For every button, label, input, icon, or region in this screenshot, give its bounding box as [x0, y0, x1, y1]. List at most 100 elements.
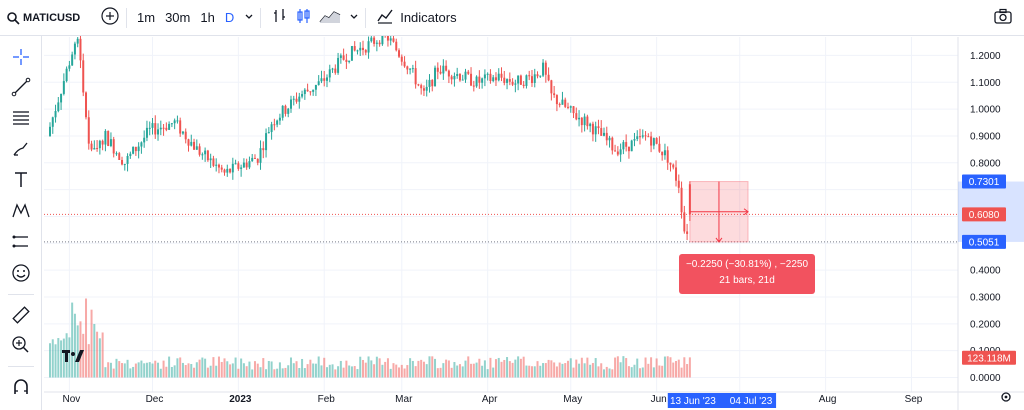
candle-body: [168, 123, 171, 130]
candle-body: [630, 140, 633, 152]
candle-body: [62, 81, 65, 94]
volume-bar: [641, 367, 644, 378]
candle-body: [500, 73, 503, 78]
fib-tool[interactable]: [8, 107, 34, 133]
volume-bar: [675, 360, 678, 378]
volume-bar: [359, 356, 362, 378]
candle-body: [553, 93, 556, 96]
interval-d[interactable]: D: [225, 0, 234, 36]
compare-button[interactable]: [100, 0, 120, 36]
candle-body: [145, 127, 148, 138]
search-icon: [6, 11, 20, 25]
volume-bar: [375, 356, 378, 378]
candle-body: [71, 54, 74, 66]
volume-bar: [589, 364, 592, 378]
candle-body: [461, 79, 464, 81]
bar-style-button[interactable]: [271, 0, 289, 36]
candle-body: [478, 76, 481, 83]
volume-bar: [151, 363, 154, 378]
candle-body: [118, 153, 121, 160]
volume-bar: [619, 362, 622, 378]
candle-body: [173, 120, 176, 124]
icons-tool[interactable]: [8, 262, 34, 288]
candle-body: [528, 75, 531, 77]
magnet-tool[interactable]: [8, 376, 34, 402]
candle-body: [525, 75, 528, 86]
candle-body: [447, 70, 450, 77]
volume-bar: [295, 361, 298, 378]
candle-body: [389, 38, 392, 41]
candle-body: [193, 141, 196, 150]
candle-body: [569, 106, 572, 108]
volume-bar: [445, 359, 448, 378]
candle-body: [600, 128, 603, 136]
candle-body: [159, 127, 162, 130]
volume-bar: [93, 323, 96, 378]
volume-bar: [237, 368, 240, 378]
candle-body: [212, 158, 215, 166]
volume-bar: [544, 363, 547, 378]
volume-bar: [547, 359, 550, 378]
candle-body: [253, 157, 256, 159]
volume-bar: [392, 363, 395, 378]
candle-body: [54, 111, 57, 118]
price-tick-label: 1.0000: [970, 105, 1001, 116]
volume-bar: [217, 356, 220, 378]
pattern-tool[interactable]: [8, 200, 34, 226]
candle-body: [439, 71, 442, 74]
volume-bar: [522, 356, 525, 378]
candle-body: [98, 140, 101, 149]
volume-bar: [82, 333, 85, 378]
candle-body: [627, 146, 630, 152]
volume-bar: [206, 367, 209, 378]
candle-body: [284, 105, 287, 114]
candle-body: [101, 140, 104, 145]
trend-line-tool[interactable]: [8, 76, 34, 102]
candle-body: [583, 116, 586, 126]
crosshair-tool[interactable]: [8, 46, 34, 72]
symbol-search[interactable]: MATICUSD: [6, 0, 84, 36]
interval-30m[interactable]: 30m: [165, 0, 190, 36]
settings-icon[interactable]: [1001, 392, 1011, 402]
interval-1h[interactable]: 1h: [200, 0, 214, 36]
time-tick-label: Aug: [819, 394, 837, 405]
candle-body: [248, 161, 251, 168]
candle-body: [445, 65, 448, 71]
chart-type-dropdown[interactable]: [349, 0, 359, 36]
text-tool[interactable]: [8, 169, 34, 195]
interval-1m[interactable]: 1m: [137, 0, 155, 36]
candle-body: [217, 164, 220, 168]
candle-body: [223, 169, 226, 173]
volume-bar: [605, 366, 608, 378]
prediction-tool[interactable]: [8, 231, 34, 257]
brush-tool[interactable]: [8, 138, 34, 164]
area-style-button[interactable]: [319, 0, 341, 36]
candle-body: [375, 42, 378, 44]
indicators-button[interactable]: Indicators: [376, 0, 457, 36]
candle-body: [542, 62, 545, 76]
volume-bar: [686, 364, 689, 378]
candle-body: [123, 163, 126, 165]
candle-body: [143, 137, 146, 143]
snapshot-button[interactable]: [994, 0, 1012, 36]
candle-body: [292, 98, 295, 100]
candle-body: [184, 131, 187, 140]
ruler-tool[interactable]: [8, 304, 34, 330]
volume-bar: [140, 360, 143, 378]
volume-bar: [276, 368, 279, 378]
logo-part: [71, 352, 75, 356]
candle-style-button[interactable]: [295, 0, 313, 36]
interval-dropdown[interactable]: [244, 0, 254, 36]
indicators-icon: [376, 7, 394, 28]
candle-body: [530, 76, 533, 83]
candle-body: [663, 150, 666, 156]
candle-body: [370, 37, 373, 42]
volume-bar: [289, 357, 292, 378]
volume-bar: [223, 358, 226, 378]
candle-body: [220, 167, 223, 170]
zoom-tool[interactable]: [8, 334, 34, 360]
volume-bar: [204, 358, 207, 378]
candle-body: [522, 84, 525, 86]
volume-bar: [403, 368, 406, 378]
